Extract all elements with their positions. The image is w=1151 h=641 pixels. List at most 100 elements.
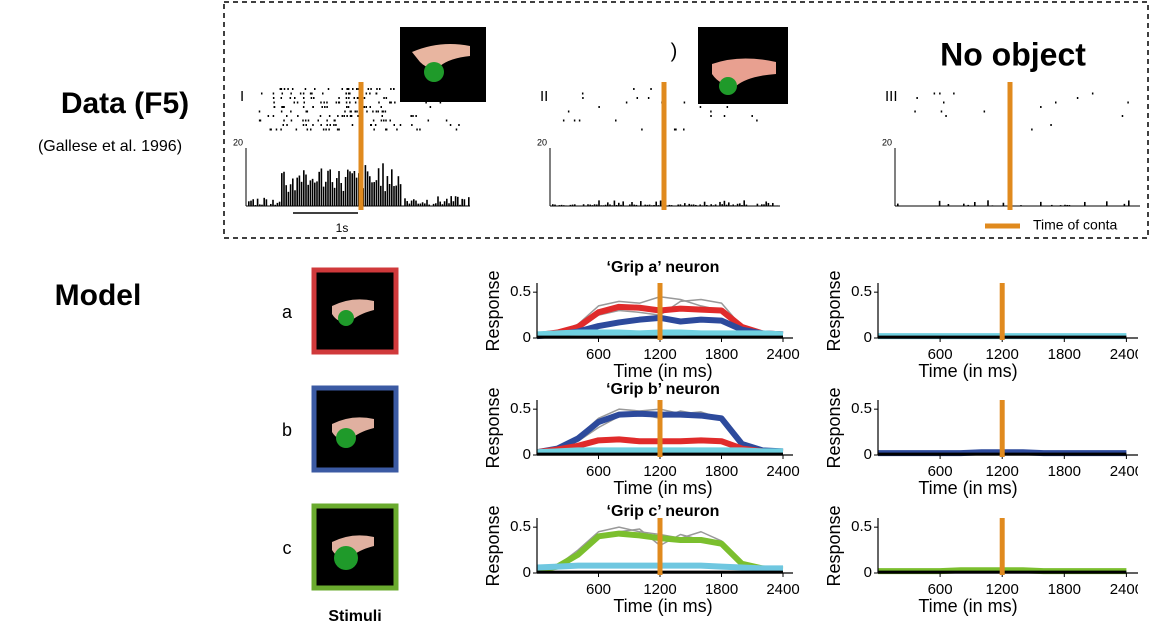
stimulus-label: a bbox=[282, 302, 293, 322]
raster-tick bbox=[567, 110, 570, 113]
histogram-bar bbox=[461, 198, 463, 206]
raster-tick bbox=[363, 97, 366, 99]
histogram-bar bbox=[1068, 205, 1071, 206]
x-tick-label: 600 bbox=[586, 581, 611, 598]
raster-tick bbox=[940, 110, 943, 113]
histogram-bar bbox=[690, 204, 693, 206]
histogram-bar bbox=[386, 176, 389, 206]
histogram-bar bbox=[406, 201, 408, 206]
x-tick-label: 600 bbox=[586, 463, 611, 480]
histogram-bar bbox=[351, 173, 353, 206]
raster-tick bbox=[305, 110, 308, 113]
histogram-bar bbox=[424, 203, 426, 206]
histogram-bar bbox=[635, 204, 638, 206]
raster-tick bbox=[429, 106, 432, 108]
histogram-bar bbox=[554, 204, 556, 206]
raster-tick bbox=[347, 106, 350, 108]
raster-tick bbox=[582, 97, 584, 99]
histogram-bar bbox=[712, 205, 715, 206]
raster-tick bbox=[562, 119, 565, 122]
histogram-bar bbox=[252, 199, 254, 206]
histogram-bar bbox=[441, 204, 444, 206]
raster-tick bbox=[326, 119, 328, 122]
histogram-bar bbox=[710, 204, 712, 206]
raster-tick bbox=[399, 124, 402, 126]
histogram-bar bbox=[741, 205, 743, 206]
histogram-bar bbox=[415, 200, 417, 206]
histogram-bar bbox=[695, 204, 697, 206]
scale-label: 20 bbox=[882, 137, 892, 147]
raster-tick bbox=[306, 110, 309, 113]
raster-tick bbox=[385, 119, 387, 122]
histogram-bar bbox=[316, 181, 318, 206]
raster-tick bbox=[598, 106, 600, 108]
histogram-bar bbox=[604, 204, 607, 206]
raster-tick bbox=[327, 88, 330, 90]
histogram-bar bbox=[393, 186, 395, 206]
x-tick-label: 1800 bbox=[705, 581, 738, 598]
raster-tick bbox=[756, 119, 758, 122]
raster-tick bbox=[357, 88, 360, 90]
raster-tick bbox=[258, 119, 261, 122]
histogram-bar bbox=[439, 201, 441, 206]
raster-tick bbox=[281, 106, 283, 108]
raster-tick bbox=[445, 119, 448, 122]
hand-image bbox=[400, 27, 486, 102]
histogram-bar bbox=[963, 203, 965, 206]
raster-tick bbox=[328, 128, 330, 131]
panel-label: II bbox=[540, 88, 548, 105]
histogram-bar bbox=[261, 204, 263, 206]
raster-tick bbox=[259, 119, 262, 122]
raster-tick bbox=[410, 115, 412, 117]
histogram-bar bbox=[377, 168, 380, 206]
histogram-bar bbox=[311, 178, 314, 206]
histogram-bar bbox=[452, 201, 455, 206]
histogram-bar bbox=[417, 203, 419, 206]
histogram-bar bbox=[263, 197, 265, 206]
histogram-bar bbox=[391, 169, 393, 206]
histogram-bar bbox=[399, 184, 402, 206]
raster-tick bbox=[578, 119, 581, 122]
raster-tick bbox=[336, 128, 339, 131]
scale-label: 20 bbox=[537, 137, 547, 147]
x-tick-label: 600 bbox=[928, 463, 953, 480]
histogram-bar bbox=[426, 199, 428, 206]
histogram-bar bbox=[587, 204, 589, 206]
histogram-bar bbox=[305, 174, 307, 206]
raster-tick bbox=[415, 115, 417, 117]
raster-tick bbox=[338, 101, 341, 104]
raster-tick bbox=[325, 128, 327, 131]
raster-tick bbox=[390, 101, 392, 104]
raster-tick bbox=[365, 92, 368, 95]
histogram-bar bbox=[298, 175, 301, 206]
panel-label: III bbox=[885, 88, 898, 105]
x-tick-label: 600 bbox=[928, 581, 953, 598]
raster-tick bbox=[321, 106, 323, 108]
histogram-bar bbox=[314, 182, 316, 206]
histogram-bar bbox=[897, 203, 899, 206]
raster-tick bbox=[273, 106, 276, 108]
x-tick-label: 1800 bbox=[1048, 581, 1081, 598]
raster-tick bbox=[302, 119, 304, 122]
histogram-bar bbox=[446, 198, 448, 206]
raster-tick bbox=[270, 128, 272, 131]
raster-tick bbox=[365, 106, 368, 108]
raster-tick bbox=[450, 88, 453, 90]
x-axis-label: Time (in ms) bbox=[918, 478, 1017, 498]
line-chart: 0 0.5 600 1200 1800 2400 Time (in ms) Response bbox=[824, 505, 1138, 616]
raster-tick bbox=[349, 101, 351, 104]
raster-tick bbox=[353, 97, 356, 99]
chart-title: ‘Grip a’ neuron bbox=[607, 259, 720, 276]
raster-tick bbox=[293, 101, 296, 104]
ball bbox=[334, 546, 358, 570]
histogram-bar bbox=[443, 201, 446, 206]
y-tick-label: 0 bbox=[523, 564, 531, 581]
raster-tick bbox=[1040, 106, 1042, 108]
x-tick-label: 1200 bbox=[643, 463, 676, 480]
histogram-bar bbox=[333, 187, 336, 206]
histogram-bar bbox=[574, 204, 576, 206]
scale-label: 20 bbox=[233, 137, 243, 147]
raster-tick bbox=[302, 106, 305, 108]
histogram-bar bbox=[300, 181, 303, 206]
histogram-bar bbox=[648, 204, 651, 206]
